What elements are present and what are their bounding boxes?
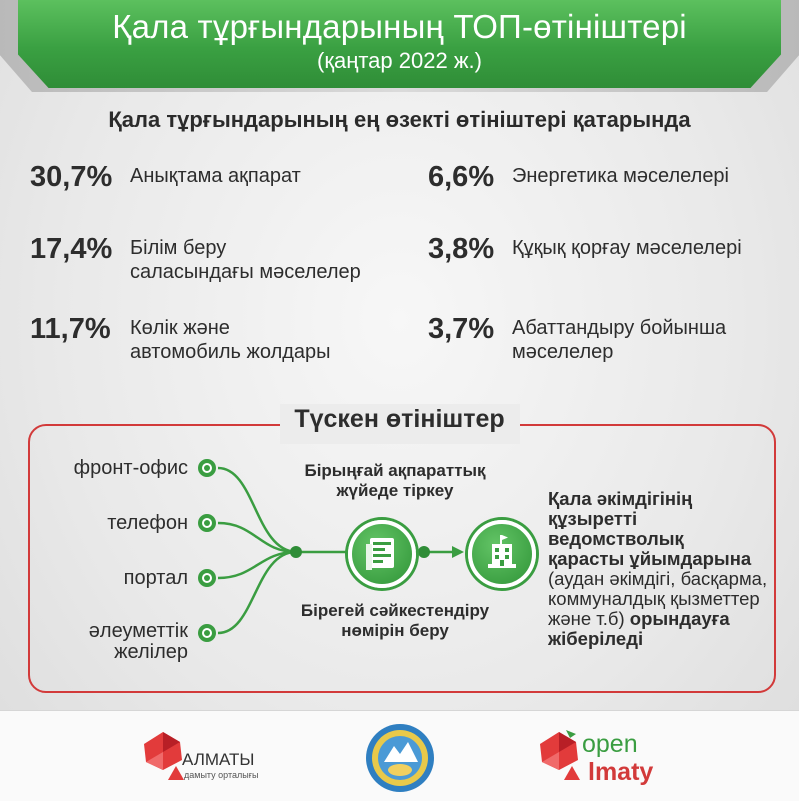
stat-percent: 17,4% [30, 233, 113, 265]
junction-dot [418, 546, 430, 558]
arrow-head [452, 546, 464, 558]
almaty-subtitle: дамыту орталығы [184, 770, 259, 780]
stat-percent: 30,7% [30, 161, 113, 193]
city-emblem-icon [364, 722, 436, 794]
stat-percent: 3,7% [428, 313, 495, 345]
stat-label: Энергетика мәселелері [512, 165, 730, 187]
stat-percent: 3,8% [428, 233, 495, 265]
channel-social: әлеуметтік желілер [88, 620, 188, 663]
stat-label: Абаттандыру бойынша мәселелер [512, 317, 727, 363]
stat-item: 3,8% Құқық қорғау мәселелері [428, 232, 742, 266]
channel-portal: портал [123, 567, 188, 589]
channel-dot [198, 569, 216, 587]
stat-item: 11,7% Көлік және автомобиль жолдары [30, 312, 331, 364]
stat-item: 3,7% Абаттандыру бойынша мәселелер [428, 312, 726, 364]
stat-item: 6,6% Энергетика мәселелері [428, 160, 729, 194]
register-text: Бірыңғай ақпараттық жүйеде тіркеу [304, 461, 486, 500]
channel-phone: телефон [107, 512, 188, 534]
stat-percent: 11,7% [30, 313, 111, 345]
channel-front-office: фронт-офис [73, 457, 188, 479]
junction-dot [290, 546, 302, 558]
flow-title: Түскен өтініштер [294, 405, 505, 433]
page-subtitle: (қаңтар 2022 ж.) [317, 48, 482, 73]
open-almaty-logo: open lmaty [536, 726, 706, 790]
channel-dot [198, 624, 216, 642]
title-banner [18, 0, 781, 88]
stat-label: Білім беру саласындағы мәселелер [130, 237, 361, 283]
channel-dot [198, 514, 216, 532]
stat-label: Құқық қорғау мәселелері [512, 237, 742, 259]
almaty-logo: АЛМАТЫ дамыту орталығы [140, 728, 290, 788]
page-title: Қала тұрғындарының ТОП-өтініштері [112, 8, 687, 45]
result-text: Қала әкімдігінің құзыретті ведомстволық … [548, 488, 768, 649]
almaty-name: АЛМАТЫ [182, 750, 255, 769]
stat-item: 17,4% Білім беру саласындағы мәселелер [30, 232, 361, 284]
almaty-word: lmaty [588, 758, 654, 786]
stat-label: Көлік және автомобиль жолдары [130, 317, 331, 363]
document-icon [348, 520, 416, 588]
channel-dot [198, 459, 216, 477]
stat-item: 30,7% Анықтама ақпарат [30, 160, 301, 194]
number-text: Бірегей сәйкестендіру нөмірін беру [300, 601, 490, 640]
section-headline: Қала тұрғындарының ең өзекті өтініштері … [108, 107, 691, 132]
flow-title-background [280, 404, 520, 444]
open-word: open [582, 730, 638, 758]
building-icon [468, 520, 536, 588]
stat-percent: 6,6% [428, 161, 495, 193]
stat-label: Анықтама ақпарат [130, 165, 301, 187]
